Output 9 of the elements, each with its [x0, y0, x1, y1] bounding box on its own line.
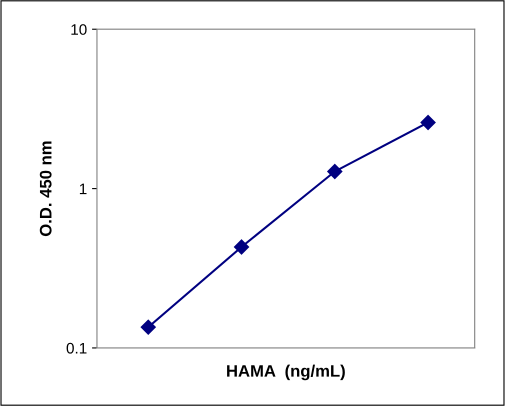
- point: [234, 239, 250, 255]
- point: [420, 114, 436, 130]
- point: [327, 164, 342, 180]
- y-tick-label: 0.1: [66, 342, 86, 354]
- x-axis-title: HAMA (ng/mL): [227, 364, 345, 380]
- y-tick-label: 1: [80, 184, 86, 194]
- point: [140, 320, 156, 335]
- y-axis-title: O.D. 450 nm: [40, 141, 52, 236]
- y-tick-label: 10: [71, 24, 87, 35]
